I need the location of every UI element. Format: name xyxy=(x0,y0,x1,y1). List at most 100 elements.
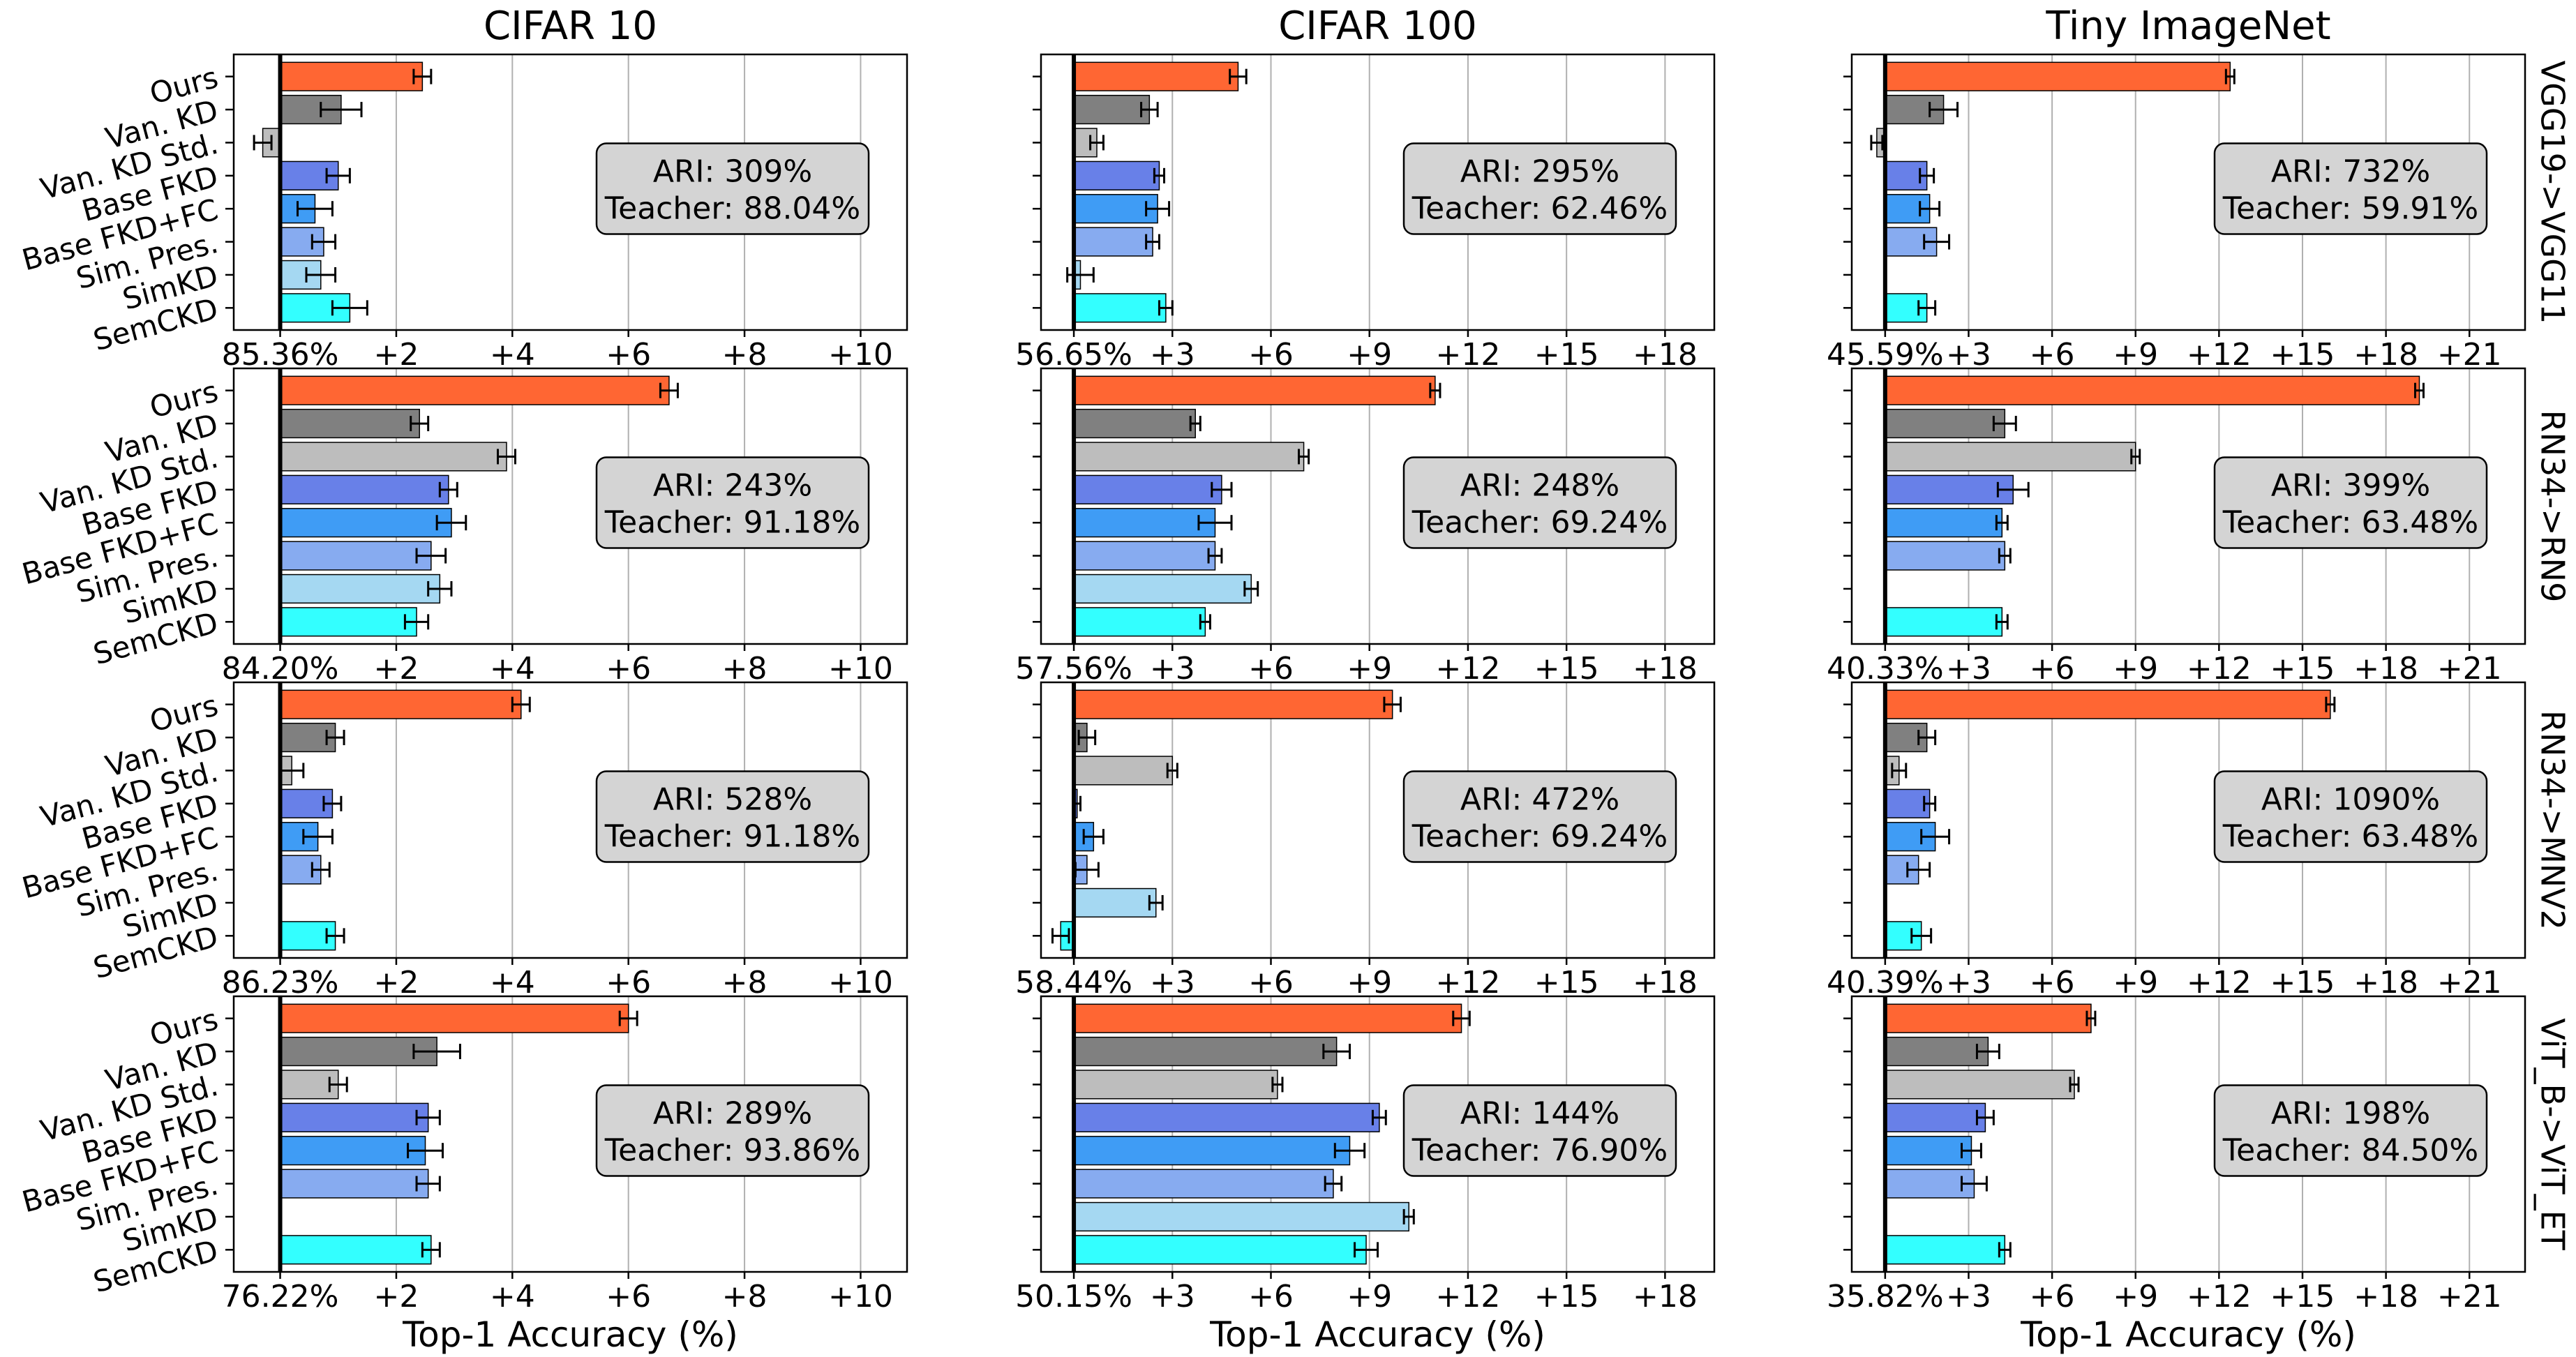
teacher-text: Teacher: 62.46% xyxy=(1411,191,1668,227)
x-tick-label: +12 xyxy=(2187,965,2252,1000)
x-axis: 56.65% +3 +6 +9 +12 +15 +18 xyxy=(1015,330,1698,373)
x-tick-label: +18 xyxy=(1633,1279,1698,1314)
bar-ours xyxy=(279,61,424,91)
ari-text: ARI: 528% xyxy=(653,782,812,818)
x-axis-labels: Top-1 Accuracy (%) Top-1 Accuracy (%) To… xyxy=(402,1314,2356,1355)
error-bar xyxy=(659,382,679,398)
x-tick-label: +9 xyxy=(1347,1279,1392,1314)
ari-text: ARI: 248% xyxy=(1460,468,1619,504)
x-tick-label: +6 xyxy=(606,1279,651,1314)
error-bar xyxy=(1917,300,1937,316)
bar-van-kd xyxy=(1885,1036,1989,1067)
ari-text: ARI: 295% xyxy=(1460,154,1619,190)
error-bar xyxy=(325,928,345,944)
bar-base-fkd xyxy=(1073,474,1222,504)
error-bar xyxy=(297,201,334,217)
error-bar xyxy=(1870,135,1884,151)
error-bar xyxy=(1429,382,1441,398)
ari-annotation: ARI: 144%Teacher: 76.90% xyxy=(1402,1084,1677,1177)
error-bar xyxy=(2085,1010,2097,1026)
x-tick-label: +3 xyxy=(1946,337,1991,373)
x-axis: 76.22% +2 +4 +6 +8 +10 xyxy=(222,1272,893,1314)
x-tick-label: +12 xyxy=(2187,651,2252,687)
x-tick-label: +6 xyxy=(606,337,651,373)
error-bar xyxy=(1995,614,2009,630)
error-bar xyxy=(403,614,430,630)
axes-frame xyxy=(232,367,908,645)
x-tick-label: +4 xyxy=(490,337,535,373)
bar-van-kd xyxy=(1885,94,1945,125)
error-bar xyxy=(435,515,467,531)
x-tick-label: +18 xyxy=(1633,337,1698,373)
axes-frame xyxy=(1040,367,1716,645)
ari-text: ARI: 399% xyxy=(2271,468,2430,504)
x-axis: 40.33% +3 +6 +9 +12 +15 +18 +21 xyxy=(1827,644,2502,687)
x-tick-label: +6 xyxy=(1248,337,1294,373)
bar-van-kd-std- xyxy=(1885,442,2136,472)
x-tick-label: +12 xyxy=(1436,651,1501,687)
x-tick-label: +18 xyxy=(2353,337,2418,373)
error-bar xyxy=(415,548,447,564)
error-bar xyxy=(305,267,337,283)
panel-r0-c2: 45.59% +3 +6 +9 +12 +15 +18 +21 ARI: 732%Teacher… xyxy=(1827,53,2526,373)
ari-annotation: ARI: 248%Teacher: 69.24% xyxy=(1402,456,1677,549)
x-tick-label: +12 xyxy=(1436,965,1501,1000)
panel-r3-c1: 50.15% +3 +6 +9 +12 +15 +18 ARI: 144%Teacher: 7… xyxy=(1015,995,1716,1314)
x-tick-label: +2 xyxy=(373,965,419,1000)
error-bar xyxy=(325,730,345,746)
error-bar xyxy=(1197,515,1233,531)
error-bar xyxy=(415,1109,441,1125)
error-bar xyxy=(1383,696,1402,712)
error-bar xyxy=(328,1077,348,1093)
bar-ours xyxy=(1885,375,2420,405)
bar-semckd xyxy=(279,607,417,637)
x-tick-label: +18 xyxy=(2353,965,2418,1000)
x-tick-label: +10 xyxy=(828,651,893,687)
ari-annotation: ARI: 198%Teacher: 84.50% xyxy=(2213,1084,2488,1177)
x-tick-label: +18 xyxy=(1633,651,1698,687)
bar-ours xyxy=(1073,1003,1462,1033)
error-bar xyxy=(1271,1077,1284,1093)
teacher-text: Teacher: 69.24% xyxy=(1411,505,1668,541)
error-bar xyxy=(1145,234,1160,250)
error-bar xyxy=(1998,1242,2012,1258)
error-bar xyxy=(427,580,453,597)
ari-text: ARI: 144% xyxy=(1460,1096,1619,1132)
error-bar xyxy=(1189,416,1201,432)
error-bar xyxy=(310,862,331,878)
x-tick-label: +15 xyxy=(2270,965,2335,1000)
x-axis: 45.59% +3 +6 +9 +12 +15 +18 +21 xyxy=(1827,330,2502,373)
x-tick-label: +6 xyxy=(606,965,651,1000)
x-tick-label: +6 xyxy=(2030,965,2075,1000)
error-bar xyxy=(1199,614,1211,630)
ari-annotation: ARI: 243%Teacher: 91.18% xyxy=(595,456,870,549)
row-label-vgg19-vgg11: VGG19->VGG11 xyxy=(2534,61,2572,324)
x-tick-label: +2 xyxy=(373,1279,419,1314)
error-bar xyxy=(331,300,368,316)
error-bar xyxy=(618,1010,638,1026)
x-tick-label: +21 xyxy=(2437,651,2502,687)
error-bar xyxy=(1148,894,1164,910)
error-bar xyxy=(1082,829,1104,845)
bar-van-kd xyxy=(1073,408,1196,439)
teacher-text: Teacher: 93.86% xyxy=(604,1133,860,1169)
error-bar xyxy=(1961,1143,1982,1159)
x-axis: 40.39% +3 +6 +9 +12 +15 +18 +21 xyxy=(1827,958,2502,1000)
bar-van-kd xyxy=(1885,408,2006,439)
bar-van-kd-std- xyxy=(1073,756,1174,786)
bar-sim-pres- xyxy=(1073,227,1153,257)
bar-van-kd-std- xyxy=(1073,442,1305,472)
panel-r2-c2: 40.39% +3 +6 +9 +12 +15 +18 +21 ARI: 1090%Teache… xyxy=(1827,681,2526,1000)
x-tick-label: +2 xyxy=(373,337,419,373)
x-tick-label: +9 xyxy=(2113,1279,2158,1314)
error-bar xyxy=(1333,1143,1366,1159)
bar-simkd xyxy=(1073,1201,1409,1232)
x-tick-label: +6 xyxy=(1248,651,1294,687)
error-bar xyxy=(1929,102,1959,118)
bar-simkd xyxy=(279,573,441,604)
error-bar xyxy=(511,696,531,712)
error-bar xyxy=(2224,68,2236,84)
bar-base-fkd-fc xyxy=(1885,1136,1972,1166)
x-tick-label: +3 xyxy=(1150,1279,1195,1314)
bar-ours xyxy=(1885,1003,2092,1033)
